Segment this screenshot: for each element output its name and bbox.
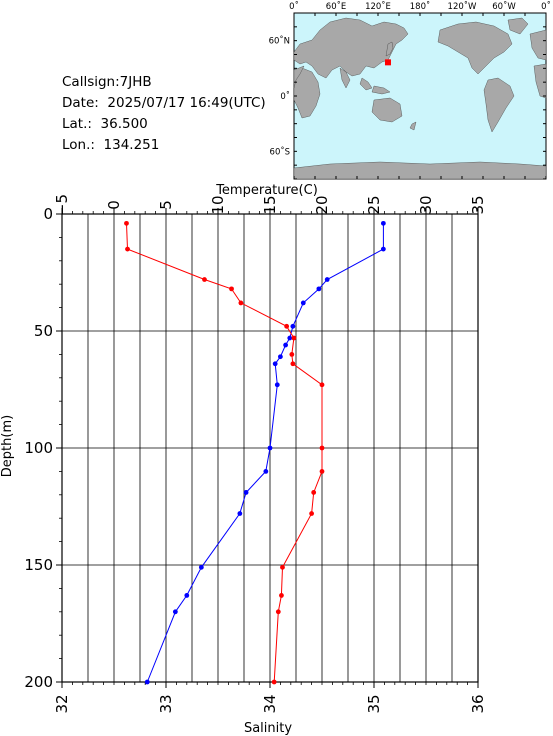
temperature-data-point	[316, 286, 322, 292]
temperature-data-point	[267, 445, 273, 451]
temperature-data-point	[144, 679, 150, 685]
temperature-data-point	[263, 469, 269, 474]
salinity-tick-label: 33	[157, 694, 175, 713]
salinity-data-point	[309, 511, 314, 516]
temperature-data-point	[380, 246, 386, 252]
salinity-data-point	[311, 490, 317, 495]
map-longitude-label: 60˚E	[326, 1, 346, 12]
temperature-data-point	[290, 323, 296, 329]
temperature-data-point	[283, 342, 288, 348]
salinity-axis-title: Salinity	[244, 721, 292, 736]
depth-tick-label: 200	[24, 673, 53, 691]
temperature-data-point	[243, 490, 249, 495]
station-info: Callsign:7JHB Date: 2025/07/17 16:49(UTC…	[62, 72, 266, 156]
temperature-data-point	[380, 220, 386, 226]
temperature-data-point	[172, 609, 178, 615]
temperature-tick-label: 20	[313, 195, 331, 214]
temperature-tick-label: 30	[417, 195, 435, 214]
temperature-tick-label: 15	[261, 195, 279, 214]
salinity-data-point	[319, 445, 325, 451]
temperature-data-point	[324, 277, 330, 282]
salinity-tick-label: 32	[53, 694, 71, 713]
map-longitude-label: 120˚W	[448, 1, 477, 12]
salinity-data-point	[291, 335, 297, 341]
depth-axis-title: Depth(m)	[0, 415, 15, 477]
station-marker	[384, 59, 391, 66]
salinity-data-point	[319, 469, 325, 474]
latitude: Lat.: 36.500	[62, 116, 148, 132]
salinity-data-point	[289, 352, 295, 357]
salinity-data-point	[271, 679, 277, 685]
map-longitude-label: 0˚	[289, 1, 299, 12]
salinity-data-point	[125, 246, 130, 252]
temperature-data-point	[278, 354, 283, 360]
depth-tick-label: 150	[24, 556, 53, 574]
world-map: 0˚ 60˚E 120˚E 180˚ 120˚W 60˚W 0˚ 60˚N 0˚ 60˚S	[269, 1, 551, 180]
salinity-data-point	[319, 382, 325, 388]
salinity-data-point	[284, 323, 290, 329]
temperature-axis-title: Temperature(C)	[215, 183, 318, 198]
depth-tick-label: 0	[43, 205, 53, 223]
map-longitude-label: 60˚W	[492, 1, 516, 12]
temperature-tick-label: −5	[53, 194, 71, 216]
temperature-tick-label: 10	[209, 195, 227, 214]
date: Date: 2025/07/17 16:49(UTC)	[62, 95, 266, 111]
temperature-data-point	[272, 361, 278, 367]
salinity-tick-label: 35	[365, 694, 383, 713]
temperature-data-point	[237, 511, 243, 516]
map-longitude-label: 0˚	[541, 1, 551, 12]
temperature-tick-label: 0	[105, 200, 123, 210]
salinity-profile-line	[126, 223, 323, 683]
temperature-data-point	[184, 593, 190, 598]
callsign: Callsign:7JHB	[62, 74, 152, 90]
map-longitude-label: 180˚	[410, 1, 430, 12]
map-latitude-label: 0˚	[280, 91, 290, 102]
salinity-data-point	[290, 361, 296, 367]
salinity-data-point	[280, 564, 285, 570]
salinity-data-point	[124, 220, 129, 226]
temperature-data-point	[198, 564, 204, 570]
depth-tick-label: 50	[34, 322, 53, 340]
longitude: Lon.: 134.251	[62, 137, 160, 153]
map-latitude-label: 60˚N	[269, 36, 290, 47]
salinity-data-point	[229, 286, 234, 292]
temperature-data-point	[287, 335, 293, 341]
map-latitude-label: 60˚S	[270, 146, 290, 157]
salinity-tick-label: 34	[261, 694, 279, 713]
salinity-data-point	[238, 300, 244, 306]
depth-tick-label: 100	[24, 439, 53, 457]
temperature-data-point	[300, 300, 306, 306]
temperature-data-point	[274, 382, 280, 388]
temperature-tick-label: 25	[365, 195, 383, 214]
salinity-data-point	[279, 593, 284, 598]
salinity-data-point	[202, 277, 207, 282]
map-frame-ticks	[293, 12, 547, 180]
map-longitude-label: 120˚E	[365, 1, 391, 12]
map-land	[293, 17, 547, 180]
temperature-tick-label: 35	[469, 195, 487, 214]
salinity-tick-label: 36	[469, 694, 487, 713]
salinity-data-point	[275, 609, 281, 615]
temperature-tick-label: 5	[157, 200, 175, 210]
